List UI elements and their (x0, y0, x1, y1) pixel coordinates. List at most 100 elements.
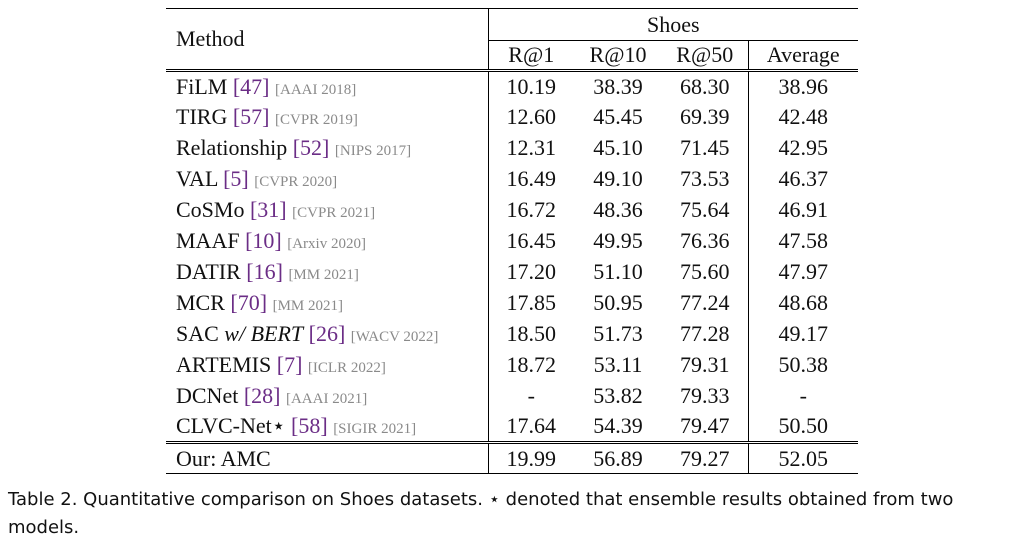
method-name: CLVC-Net⋆ (176, 413, 286, 439)
cell-r50: 77.28 (680, 321, 730, 346)
method-name: Relationship (176, 135, 288, 160)
venue-label: [CVPR 2020] (254, 174, 338, 190)
table-row: ARTEMIS [7] [ICLR 2022] 18.72 53.11 79.31 50… (166, 349, 858, 381)
citation-link[interactable]: [31] (249, 197, 287, 222)
cell-r1: 17.20 (487, 256, 574, 288)
venue-label: [ICLR 2022] (307, 360, 386, 376)
cell-r10: 49.10 (593, 166, 643, 191)
citation-link[interactable]: [10] (245, 228, 282, 253)
table-row: SAC w/ BERT [26] [WACV 2022] 18.50 51.73 77… (166, 318, 858, 350)
method-name: FiLM (176, 73, 228, 99)
cell-r50: 75.60 (680, 259, 730, 284)
method-name: SAC (176, 321, 219, 346)
method-name: TIRG (176, 104, 228, 129)
cell-average: - (747, 380, 858, 412)
cell-r10: 51.10 (593, 259, 643, 284)
cell-r1: 16.72 (487, 194, 574, 226)
method-cell: TIRG [57] [CVPR 2019] (166, 102, 488, 133)
method-cell: SAC w/ BERT [26] [WACV 2022] (166, 319, 488, 350)
cell-r10: 38.39 (593, 73, 643, 99)
citation-link[interactable]: [70] (230, 290, 268, 315)
method-cell: ARTEMIS [7] [ICLR 2022] (166, 350, 488, 381)
method-name: CoSMo (176, 197, 245, 222)
cell-r10: 56.89 (574, 441, 662, 474)
citation-link[interactable]: [47] (232, 73, 270, 99)
citation-link[interactable]: [16] (246, 259, 283, 284)
cell-average: 50.38 (747, 349, 858, 381)
citation-link[interactable]: [57] (232, 104, 270, 129)
venue-label: [MM 2021] (272, 298, 343, 314)
table-row: MAAF [10] [Arxiv 2020] 16.45 49.95 76.36 47.… (166, 225, 858, 257)
venue-label: [AAAI 2018] (275, 81, 357, 98)
citation-link[interactable]: [58] (291, 413, 328, 439)
cell-average: 50.50 (747, 411, 858, 443)
results-table: Method Shoes R@1 R@10 R@50 Average FiLM … (166, 8, 858, 474)
venue-label: [SIGIR 2021] (333, 421, 417, 438)
cell-r50: 69.39 (680, 104, 730, 129)
method-name: VAL (176, 166, 218, 191)
venue-label: [Arxiv 2020] (287, 236, 366, 252)
cell-average: 47.58 (747, 225, 858, 257)
citation-link[interactable]: [5] (223, 166, 249, 191)
table-caption: Table 2. Quantitative comparison on Shoe… (8, 489, 954, 538)
citation-link[interactable]: [7] (276, 352, 303, 377)
table-row: DATIR [16] [MM 2021] 17.20 51.10 75.60 47.97 (166, 256, 858, 288)
cell-r50: 79.27 (662, 441, 748, 474)
cell-r1: 17.85 (487, 287, 574, 319)
table-row: VAL [5] [CVPR 2020] 16.49 49.10 73.53 46.37 (166, 163, 858, 195)
cell-r1: 16.45 (487, 225, 574, 257)
cell-r10: 54.39 (593, 413, 643, 439)
venue-label: [NIPS 2017] (334, 143, 412, 159)
cell-r1: 16.49 (487, 163, 574, 195)
table-row: CLVC-Net⋆ [58] [SIGIR 2021] 17.64 54.39 79.… (166, 411, 858, 443)
cell-r10: 51.73 (593, 321, 643, 346)
venue-label: [AAAI 2021] (285, 391, 368, 407)
method-header: Method (166, 8, 488, 72)
method-name: ARTEMIS (176, 352, 272, 377)
method-name: DATIR (176, 259, 241, 284)
method-name: MCR (176, 290, 225, 315)
table-body: FiLM [47] [AAAI 2018] 10.19 38.39 68.30 38.9… (166, 70, 858, 443)
method-name: Our: AMC (166, 441, 488, 474)
table-row: MCR [70] [MM 2021] 17.85 50.95 77.24 48.68 (166, 287, 858, 319)
cell-r50: 73.53 (680, 166, 730, 191)
citation-link[interactable]: [52] (292, 135, 330, 160)
method-cell: FiLM [47] [AAAI 2018] (166, 71, 488, 102)
cell-r1: 10.19 (487, 70, 574, 102)
cell-r10: 53.82 (593, 383, 643, 408)
cell-r1: 12.60 (487, 101, 574, 133)
cell-r1: 19.99 (487, 441, 574, 474)
method-cell: MAAF [10] [Arxiv 2020] (166, 226, 488, 257)
cell-r10: 53.11 (593, 352, 643, 377)
cell-average: 46.37 (747, 163, 858, 195)
cell-r50: 79.33 (680, 383, 730, 408)
cell-average: 52.05 (747, 441, 858, 474)
citation-link[interactable]: [28] (243, 383, 281, 408)
method-cell: CLVC-Net⋆ [58] [SIGIR 2021] (166, 412, 488, 443)
venue-label: [CVPR 2021] (292, 205, 376, 221)
cell-average: 47.97 (747, 256, 858, 288)
cell-r50: 75.64 (680, 197, 730, 222)
table-row: TIRG [57] [CVPR 2019] 12.60 45.45 69.39 42.4… (166, 101, 858, 133)
cell-r10: 45.45 (593, 104, 643, 129)
table-row-ours: Our: AMC 19.99 56.89 79.27 52.05 (166, 441, 858, 474)
method-cell: CoSMo [31] [CVPR 2021] (166, 195, 488, 226)
table-row: Relationship [52] [NIPS 2017] 12.31 45.10 7… (166, 132, 858, 164)
cell-r50: 71.45 (680, 135, 730, 160)
venue-label: [CVPR 2019] (274, 112, 358, 128)
cell-average: 42.48 (747, 101, 858, 133)
cell-r10: 50.95 (593, 290, 643, 315)
cell-r50: 79.47 (680, 413, 730, 439)
method-cell: DATIR [16] [MM 2021] (166, 257, 488, 288)
method-cell: DCNet [28] [AAAI 2021] (166, 381, 488, 412)
cell-average: 46.91 (747, 194, 858, 226)
table-row: CoSMo [31] [CVPR 2021] 16.72 48.36 75.64 46.… (166, 194, 858, 226)
table-row: FiLM [47] [AAAI 2018] 10.19 38.39 68.30 38.9… (166, 70, 858, 102)
cell-r50: 68.30 (680, 73, 730, 99)
cell-r10: 48.36 (593, 197, 643, 222)
citation-link[interactable]: [26] (308, 321, 346, 346)
method-variant: w/ BERT (224, 321, 304, 346)
col-header-r50: R@50 (662, 40, 748, 72)
cell-r1: 18.50 (487, 318, 574, 350)
